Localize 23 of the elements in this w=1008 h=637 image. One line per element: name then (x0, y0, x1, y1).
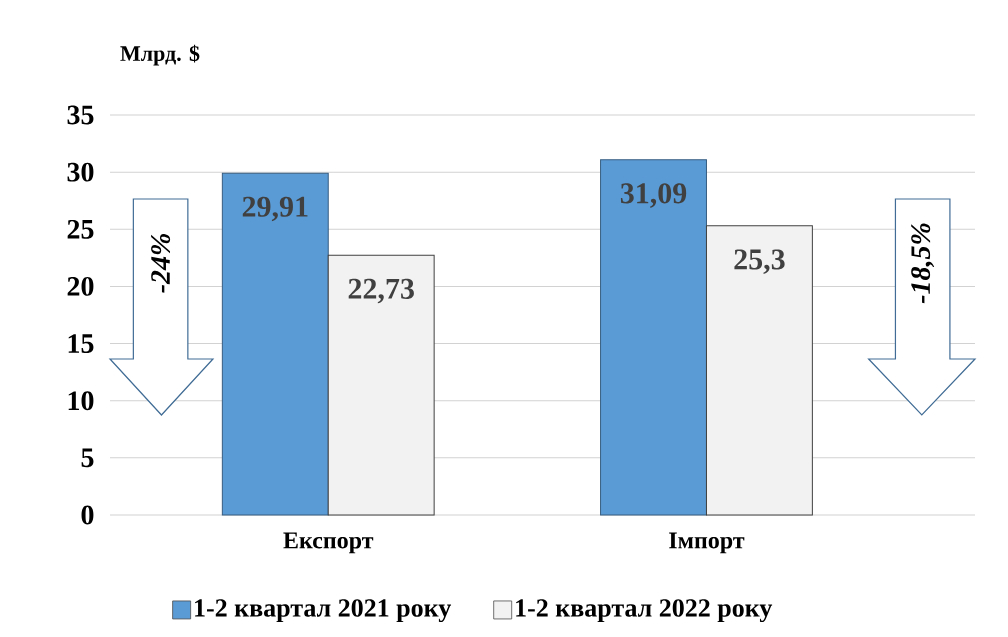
data-label: 22,73 (348, 278, 414, 304)
data-label: 25,3 (734, 249, 785, 274)
y-tick-label: 30 (67, 162, 94, 182)
x-tick-label: Імпорт (669, 532, 745, 554)
y-tick-label: 35 (67, 105, 94, 125)
bar (600, 159, 707, 516)
legend-label: 1-2 квартал 2022 року (516, 599, 773, 623)
y-tick-label: 15 (68, 334, 94, 353)
y-tick-label: 5 (81, 448, 94, 468)
bar (221, 172, 329, 516)
annotation: -24% (151, 234, 171, 293)
annotation: -18,5% (911, 223, 935, 304)
bar (327, 254, 435, 516)
y-tick-label: 10 (68, 391, 94, 411)
data-label: 29,91 (242, 196, 308, 222)
y-tick-label: 25 (67, 219, 94, 239)
data-label: 31,09 (620, 183, 687, 208)
x-tick-label: Експорт (283, 532, 374, 554)
y-tick-label: 0 (81, 505, 94, 525)
y-axis-title: Млрд. $ (120, 44, 200, 66)
y-tick-label: 20 (67, 276, 94, 296)
bar (705, 225, 813, 516)
legend-label: 1-2 квартал 2021 року (195, 599, 452, 623)
